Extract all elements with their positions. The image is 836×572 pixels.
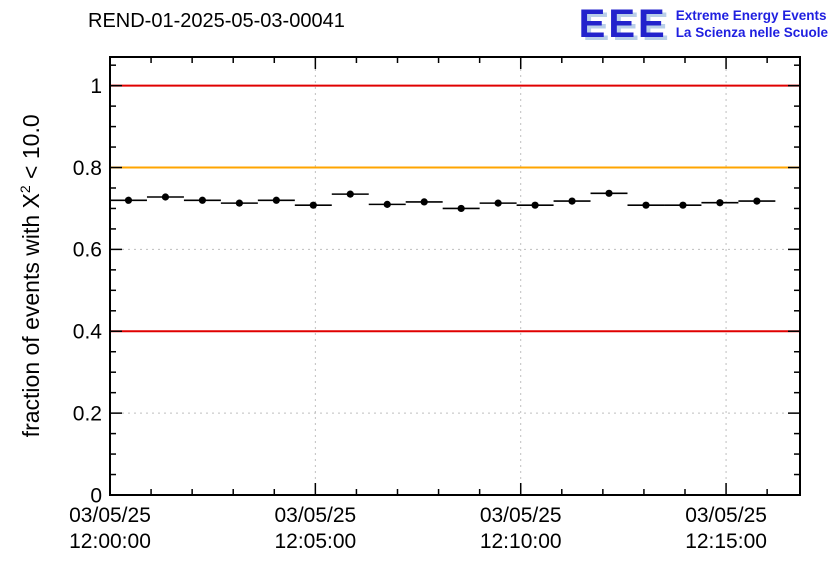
svg-text:0.2: 0.2 bbox=[73, 402, 102, 425]
svg-text:12:15:00: 12:15:00 bbox=[685, 530, 767, 553]
eee-logo-letters: EEE bbox=[578, 2, 668, 46]
svg-text:1: 1 bbox=[90, 75, 102, 98]
svg-text:12:10:00: 12:10:00 bbox=[480, 530, 562, 553]
svg-text:12:00:00: 12:00:00 bbox=[69, 530, 151, 553]
logo-caption-line2: La Scienza nelle Scuole bbox=[675, 25, 828, 40]
svg-text:0: 0 bbox=[90, 484, 102, 507]
svg-text:0.8: 0.8 bbox=[73, 157, 102, 180]
chart-title: REND-01-2025-05-03-00041 bbox=[88, 10, 345, 32]
svg-text:0.6: 0.6 bbox=[73, 239, 102, 262]
svg-text:03/05/25: 03/05/25 bbox=[685, 504, 767, 527]
svg-text:03/05/25: 03/05/25 bbox=[480, 504, 562, 527]
svg-text:03/05/25: 03/05/25 bbox=[69, 504, 151, 527]
svg-text:03/05/25: 03/05/25 bbox=[274, 504, 356, 527]
svg-text:0.4: 0.4 bbox=[73, 321, 103, 344]
eee-logo: EEE Extreme Energy Events La Scienza nel… bbox=[579, 4, 828, 44]
logo-caption-line1: Extreme Energy Events bbox=[675, 8, 827, 23]
eee-logo-caption: Extreme Energy Events La Scienza nelle S… bbox=[676, 7, 828, 41]
svg-text:12:05:00: 12:05:00 bbox=[274, 530, 356, 553]
